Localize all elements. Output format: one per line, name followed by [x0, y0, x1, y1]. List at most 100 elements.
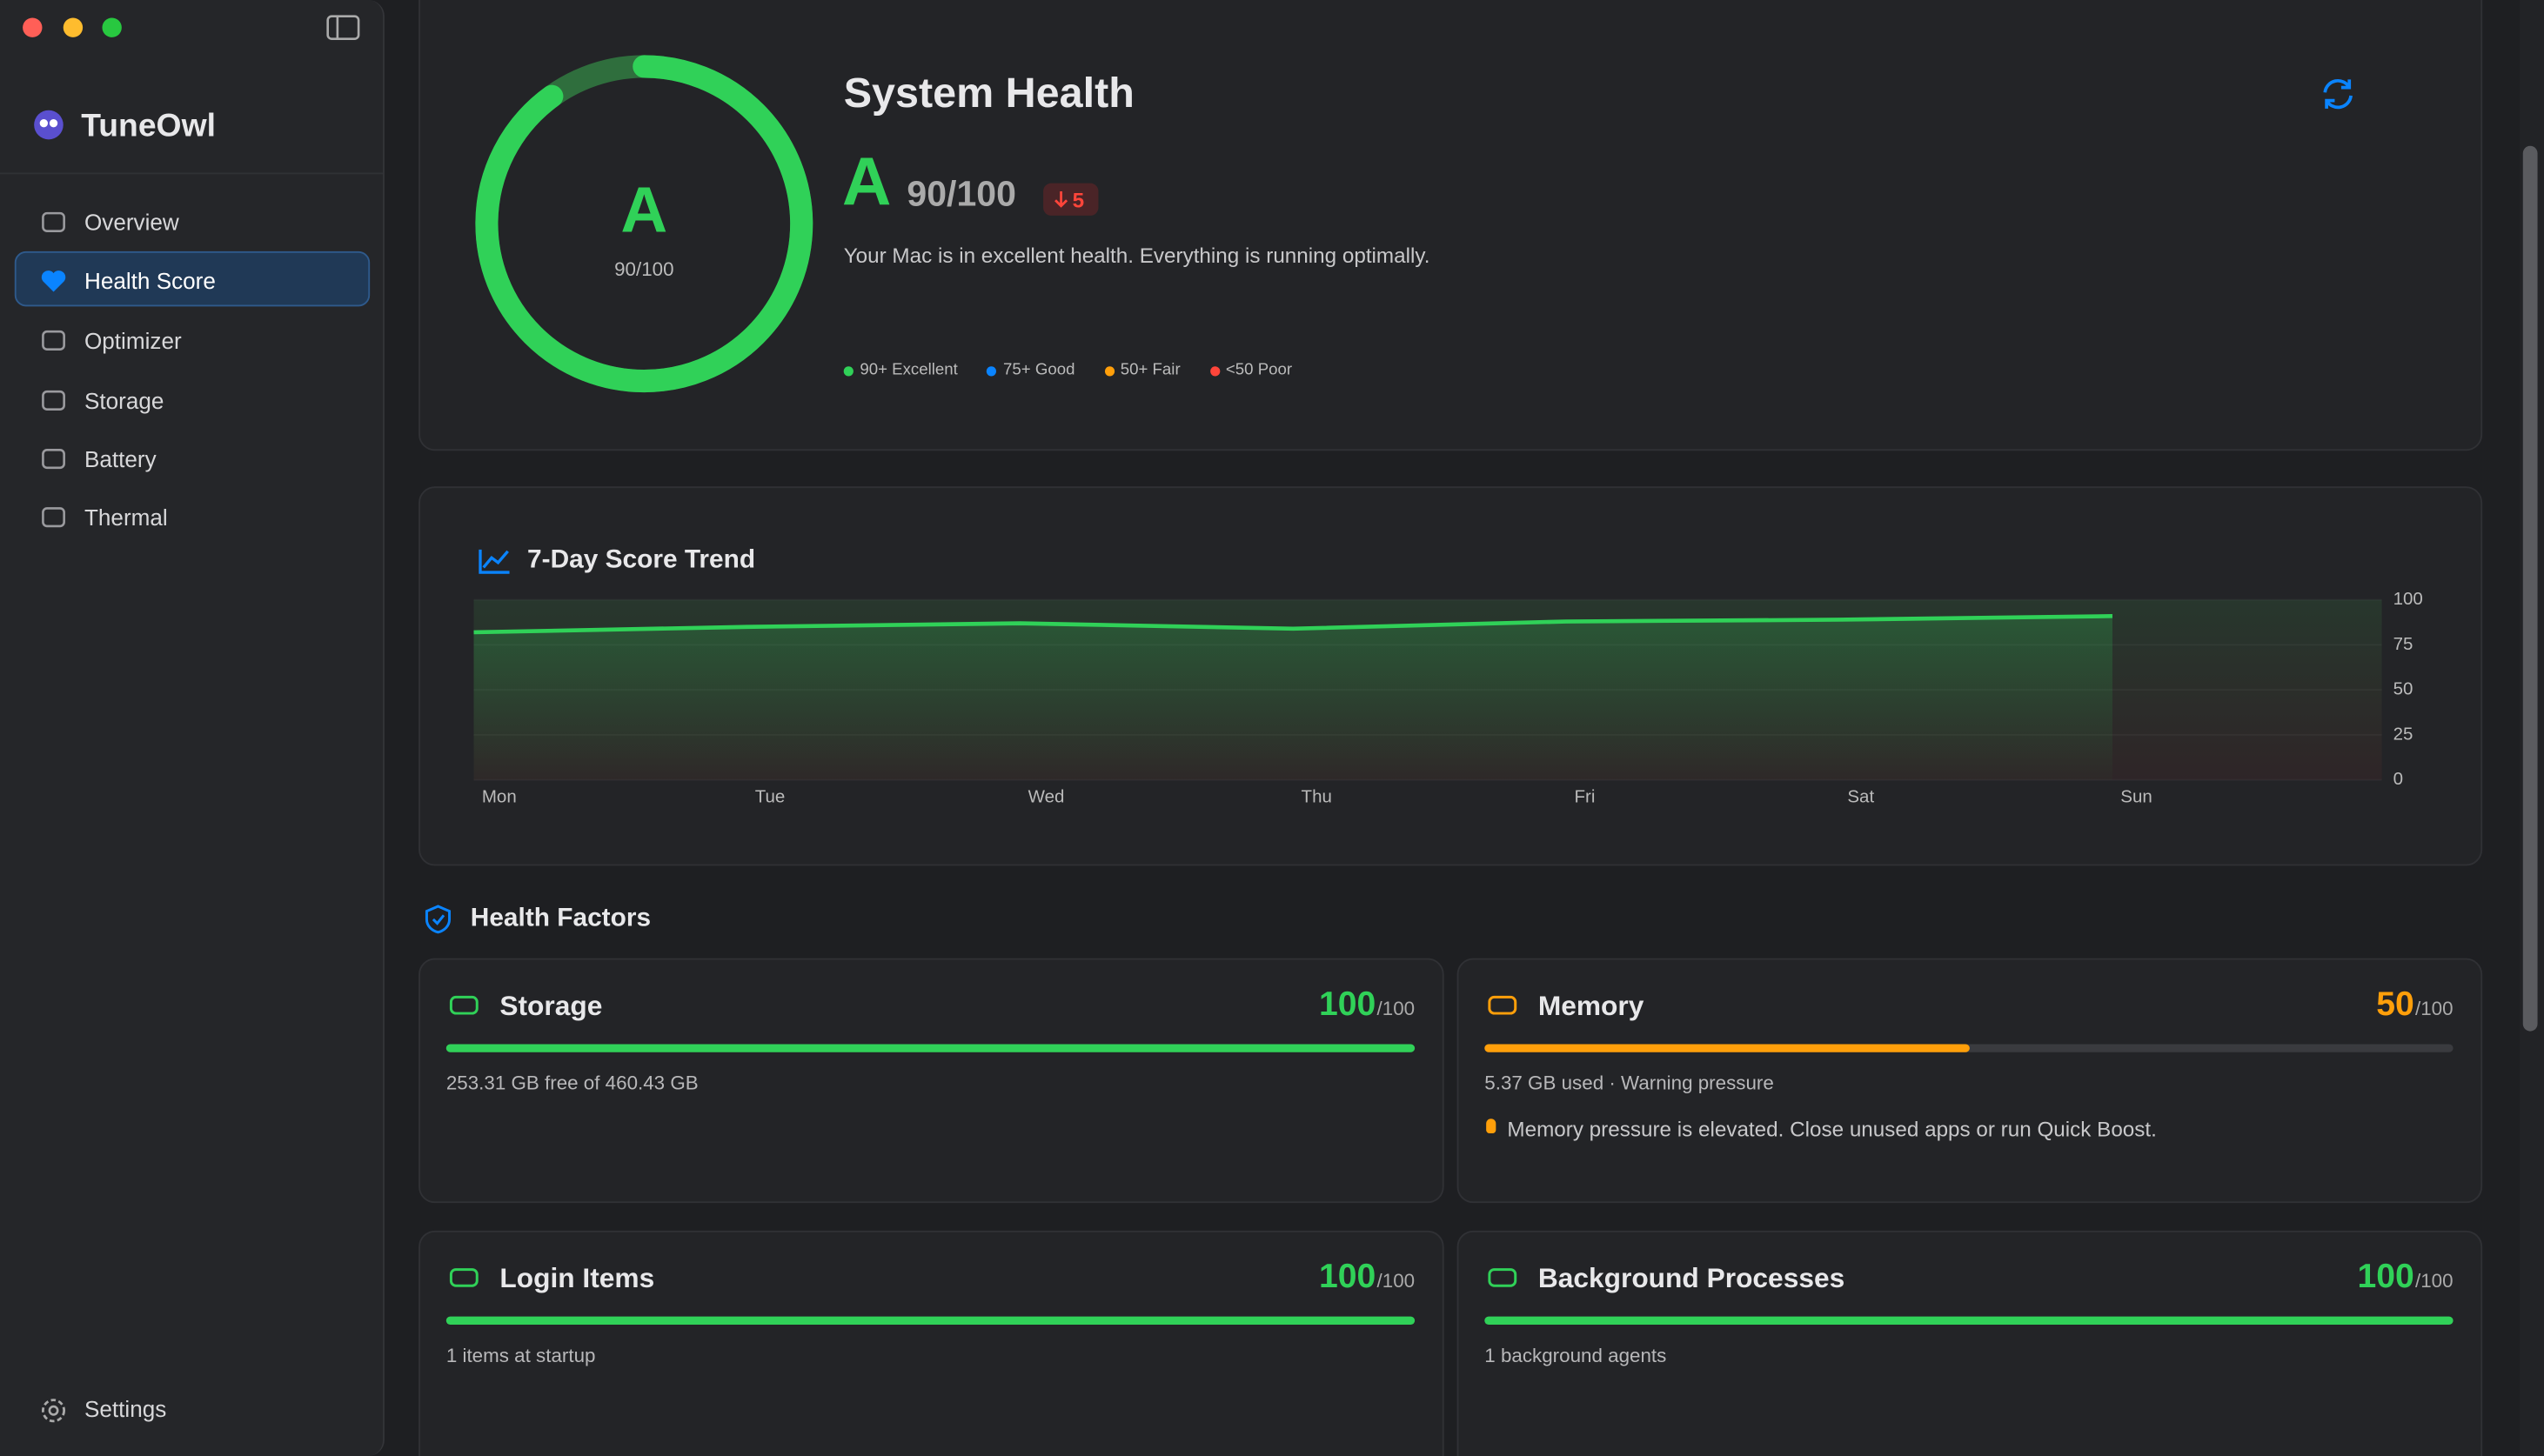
nav-icon	[41, 270, 66, 292]
factor-name: Login Items	[499, 1263, 655, 1294]
nav-item[interactable]: Optimizer	[84, 327, 182, 354]
tip-icon	[1486, 1119, 1496, 1134]
ring-grade: A	[620, 175, 668, 247]
delta-badge: 5	[1043, 183, 1099, 216]
trend-title: 7-Day Score Trend	[527, 546, 756, 574]
factor-icon	[449, 995, 479, 1015]
nav-icon	[42, 390, 65, 411]
x-tick-label: Mon	[482, 787, 517, 807]
score-ring	[475, 55, 813, 393]
app-name: TuneOwl	[81, 108, 216, 144]
factor-card	[418, 1230, 1444, 1456]
nav-item[interactable]: Overview	[84, 209, 179, 236]
window-controls	[0, 15, 384, 175]
legend-dot	[843, 366, 854, 377]
legend-label: 90+ Excellent	[860, 361, 958, 380]
factor-detail: 1 background agents	[1484, 1344, 1667, 1367]
factor-detail: 253.31 GB free of 460.43 GB	[445, 1072, 699, 1095]
minimize-button[interactable]	[63, 17, 84, 37]
factor-tip: Memory pressure is elevated. Close unuse…	[1507, 1117, 2157, 1142]
factor-card	[1456, 958, 2483, 1204]
x-tick-label: Wed	[1028, 787, 1065, 807]
glyph	[42, 448, 65, 470]
sidebar-toggle[interactable]	[326, 15, 360, 41]
delta-value: 5	[1072, 188, 1085, 213]
nav-selected-bg	[14, 250, 371, 307]
legend-dot	[1104, 366, 1115, 377]
health-card	[418, 0, 2483, 451]
y-tick-label: 50	[2393, 679, 2413, 699]
legend-label: <50 Poor	[1225, 361, 1293, 380]
legend-label: 75+ Good	[1003, 361, 1075, 380]
factor-name: Background Processes	[1537, 1263, 1845, 1294]
sidebar	[0, 0, 385, 1456]
x-tick-label: Thu	[1302, 787, 1332, 807]
factor-card	[418, 958, 1444, 1204]
nav-item[interactable]: Storage	[84, 387, 164, 414]
nav-item[interactable]: Thermal	[84, 504, 168, 531]
ring-score: 90/100	[614, 257, 674, 281]
trend-icon	[479, 549, 510, 574]
glyph	[42, 211, 65, 232]
close-button[interactable]	[23, 17, 43, 37]
heart	[41, 270, 66, 292]
factor-name: Memory	[1537, 990, 1644, 1022]
x-tick-label: Fri	[1574, 787, 1595, 807]
down-arrow	[1054, 190, 1068, 208]
health-message: Your Mac is in excellent health. Everyth…	[843, 243, 1430, 268]
shield-icon	[425, 905, 452, 934]
nav-icon	[42, 507, 65, 528]
factor-name: Storage	[499, 990, 603, 1022]
factor-score: 100	[1318, 985, 1376, 1024]
factor-max: /100	[1376, 997, 1416, 1020]
refresh-button[interactable]	[2319, 75, 2358, 114]
legend-dot	[987, 366, 997, 377]
trend-line	[473, 614, 2113, 635]
factor-max: /100	[2415, 997, 2454, 1020]
settings-link[interactable]: Settings	[84, 1395, 167, 1422]
nav-icon	[42, 448, 65, 470]
factor-max: /100	[2415, 1269, 2454, 1292]
factor-score: 100	[1318, 1258, 1376, 1296]
progress-track	[1484, 1044, 2454, 1052]
factor-icon	[1488, 995, 1517, 1015]
ring-progress	[475, 55, 813, 393]
glyph	[42, 507, 65, 528]
glyph	[1488, 995, 1517, 1015]
app-logo	[34, 110, 64, 140]
factor-detail: 1 items at startup	[445, 1344, 596, 1367]
factor-score: 100	[2357, 1258, 2414, 1296]
progress-bar	[1484, 1044, 1969, 1052]
score-text: 90/100	[907, 173, 1016, 215]
glyph	[42, 330, 65, 351]
zoom-button[interactable]	[102, 17, 122, 37]
glyph	[449, 995, 479, 1015]
factor-detail: 5.37 GB used · Warning pressure	[1484, 1072, 1774, 1095]
x-tick-label: Sat	[1847, 787, 1874, 807]
scrollbar-thumb[interactable]	[2522, 145, 2538, 1032]
glyph	[1488, 1268, 1517, 1287]
nav-icon	[42, 330, 65, 351]
health-title: System Health	[843, 68, 1135, 117]
y-tick-label: 75	[2393, 634, 2413, 654]
factor-score: 50	[2376, 985, 2414, 1024]
nav-icon	[42, 211, 65, 232]
nav-item[interactable]: Health Score	[84, 267, 216, 294]
y-tick-label: 100	[2393, 589, 2423, 609]
y-tick-label: 0	[2393, 769, 2403, 789]
factor-card	[1456, 1230, 2483, 1456]
legend-label: 50+ Fair	[1120, 361, 1181, 380]
factors-title: Health Factors	[470, 905, 652, 932]
y-tick-label: 25	[2393, 724, 2413, 744]
x-tick-label: Tue	[755, 787, 786, 807]
nav-item[interactable]: Battery	[84, 445, 157, 472]
trend-chart: 0 25 50 75 100 Mon Tue Wed Thu Fri Sat Sun	[473, 589, 2423, 807]
legend-dot	[1209, 366, 1220, 377]
progress-bar	[1484, 1316, 2454, 1325]
factor-icon	[449, 1268, 479, 1287]
progress-bar	[445, 1316, 1416, 1325]
factor-max: /100	[1376, 1269, 1416, 1292]
trend-area	[473, 616, 2112, 780]
